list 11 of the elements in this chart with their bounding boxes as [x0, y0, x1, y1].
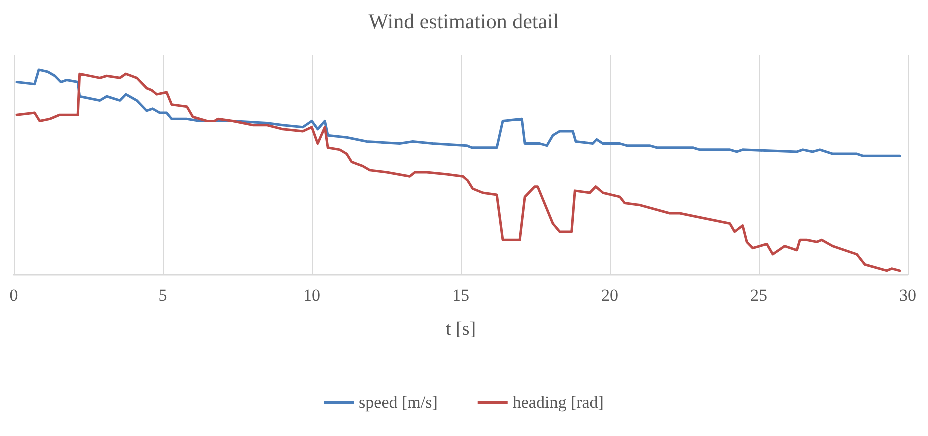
- x-tick-label: 25: [750, 286, 768, 305]
- chart-title: Wind estimation detail: [368, 10, 560, 34]
- x-axis-title: t [s]: [446, 319, 476, 340]
- x-tick-label: 20: [602, 286, 618, 305]
- legend-label: speed [m/s]: [359, 393, 438, 412]
- x-tick-label: 0: [10, 286, 18, 305]
- x-tick-label: 15: [452, 286, 470, 305]
- x-tick-label: 30: [900, 286, 916, 305]
- x-tick-label: 5: [158, 286, 168, 305]
- legend-label: heading [rad]: [512, 393, 604, 412]
- x-tick-label: 10: [304, 286, 320, 305]
